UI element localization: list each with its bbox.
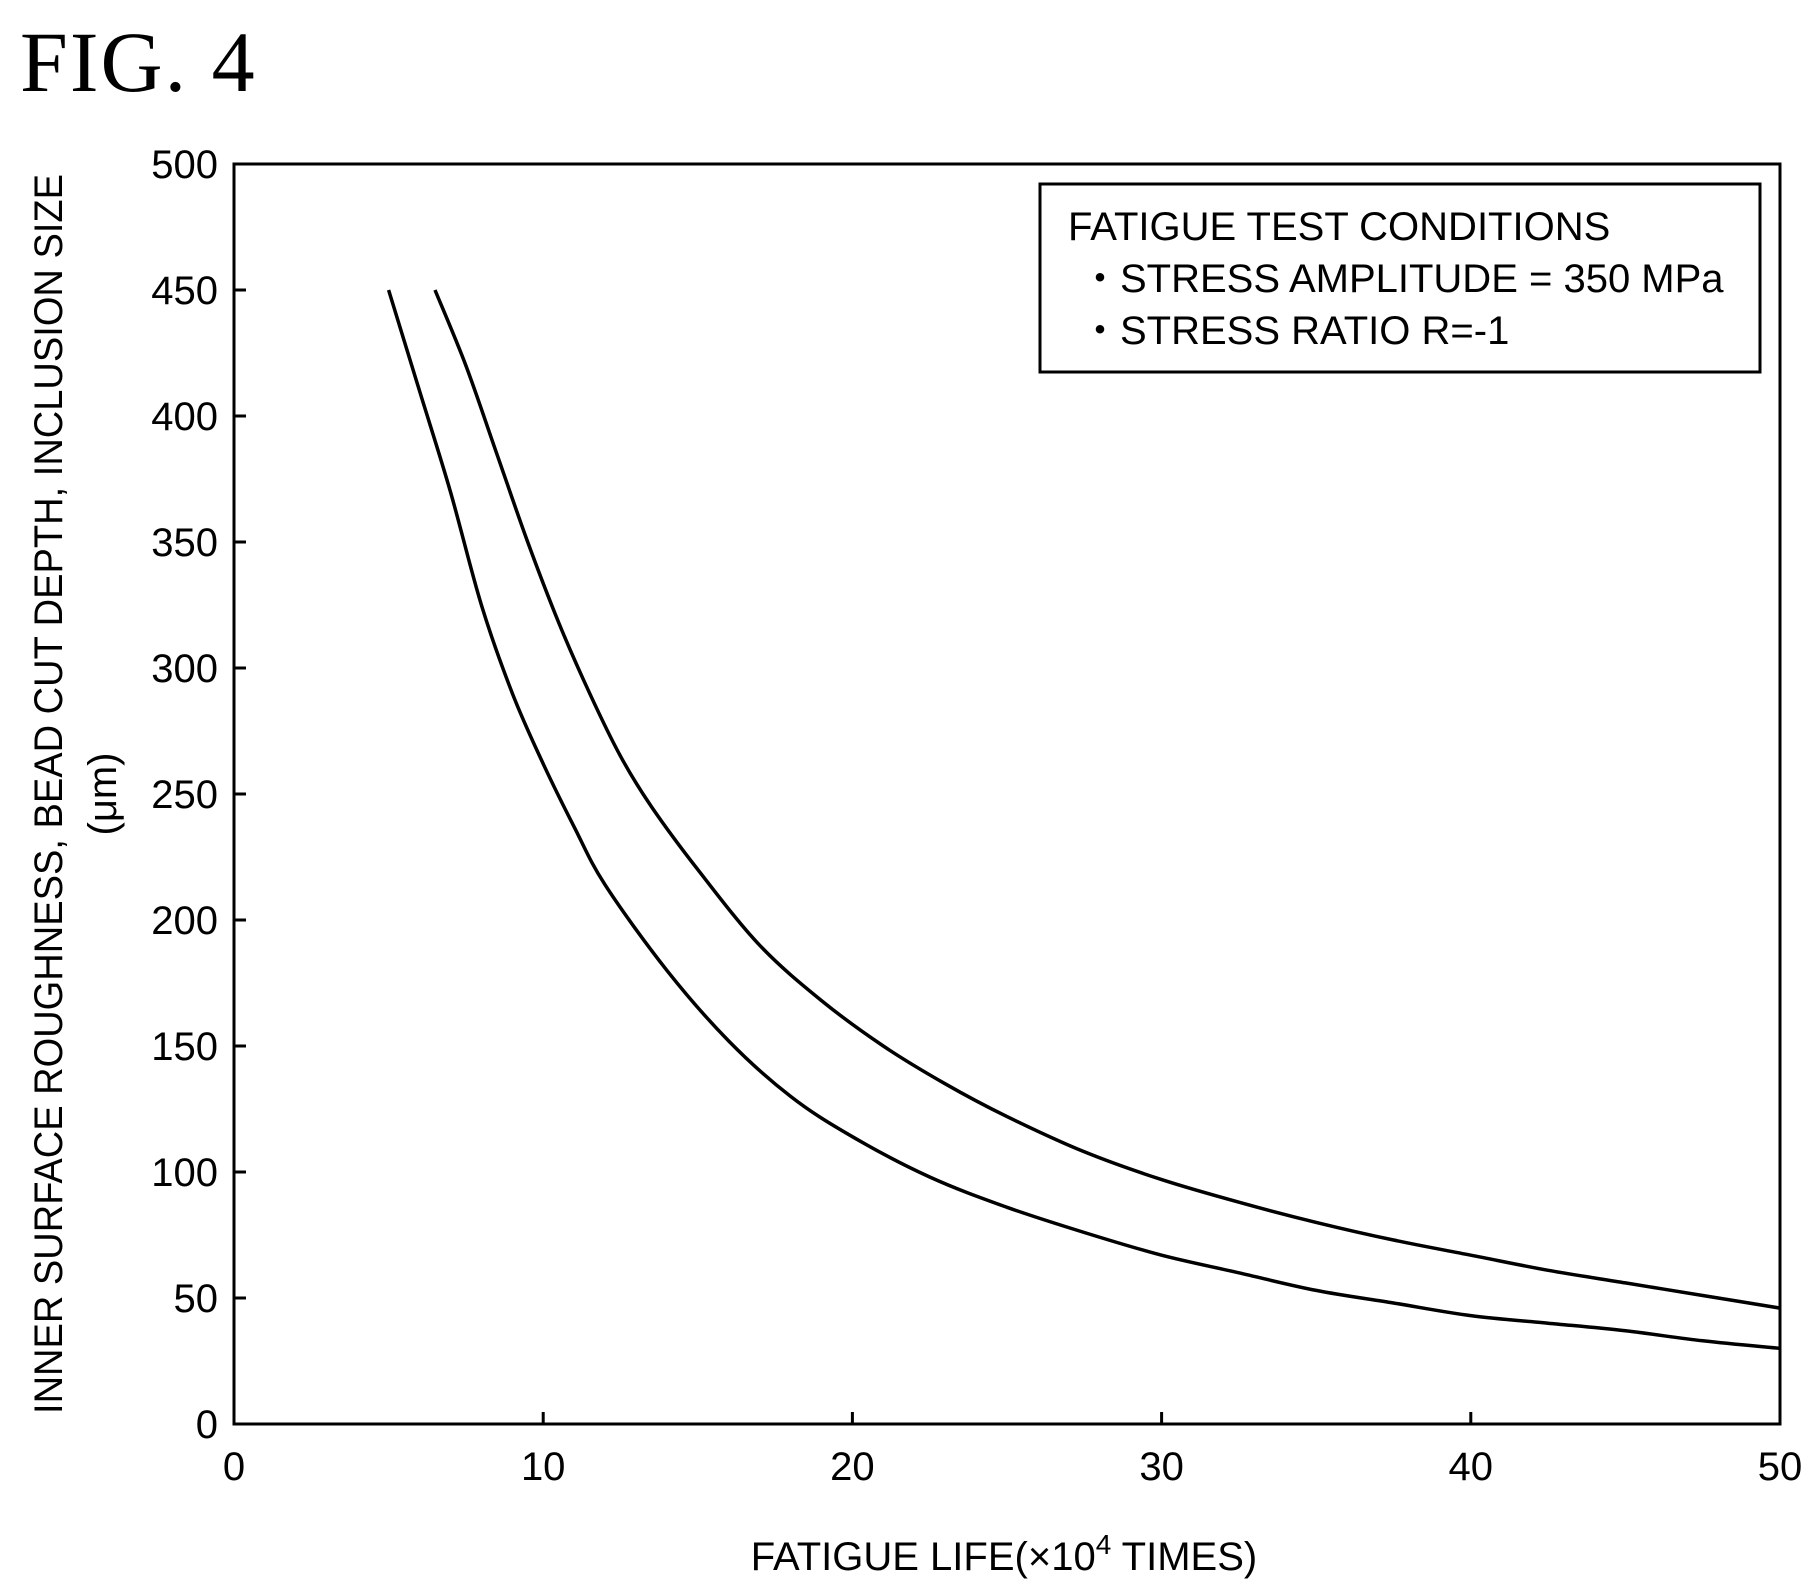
y-tick-label: 500 bbox=[151, 143, 218, 187]
x-tick-label: 30 bbox=[1139, 1445, 1184, 1489]
y-axis-title-line2: (μm) bbox=[81, 752, 125, 835]
x-axis-title-main: FATIGUE LIFE(×10 bbox=[751, 1535, 1096, 1579]
legend-box: FATIGUE TEST CONDITIONS ・STRESS AMPLITUD… bbox=[1038, 182, 1762, 374]
x-axis-title: FATIGUE LIFE(×104 TIMES) bbox=[751, 1529, 1257, 1579]
y-tick-label: 350 bbox=[151, 521, 218, 565]
x-axis: 0 10 20 30 40 50 bbox=[223, 1412, 1802, 1489]
curves bbox=[386, 289, 1781, 1351]
x-tick-label: 50 bbox=[1758, 1445, 1803, 1489]
legend-frame bbox=[1038, 182, 1762, 374]
legend-line-stress-amplitude: ・STRESS AMPLITUDE = 350 MPa bbox=[1080, 257, 1724, 301]
y-tick-label: 400 bbox=[151, 395, 218, 439]
y-tick-label: 0 bbox=[196, 1403, 218, 1447]
x-axis-title-tail: TIMES) bbox=[1111, 1535, 1257, 1579]
legend-line-stress-ratio: ・STRESS RATIO R=-1 bbox=[1080, 309, 1509, 353]
x-tick-label: 40 bbox=[1449, 1445, 1494, 1489]
y-tick-label: 250 bbox=[151, 773, 218, 817]
y-tick-label: 150 bbox=[151, 1025, 218, 1069]
x-tick-label: 10 bbox=[521, 1445, 566, 1489]
y-axis-title-line1: INNER SURFACE ROUGHNESS, BEAD CUT DEPTH,… bbox=[27, 174, 71, 1414]
curve-lower bbox=[386, 289, 1781, 1351]
x-tick-label: 20 bbox=[830, 1445, 875, 1489]
x-axis-title-superscript: 4 bbox=[1096, 1529, 1112, 1560]
curve-upper bbox=[433, 289, 1781, 1310]
legend-title: FATIGUE TEST CONDITIONS bbox=[1068, 205, 1610, 249]
y-axis: 0 50 100 150 200 250 300 350 400 450 500 bbox=[151, 143, 246, 1447]
y-tick-label: 450 bbox=[151, 269, 218, 313]
y-tick-label: 50 bbox=[174, 1277, 219, 1321]
x-tick-label: 0 bbox=[223, 1445, 245, 1489]
y-tick-label: 300 bbox=[151, 647, 218, 691]
figure-label: FIG. 4 bbox=[20, 14, 257, 110]
y-tick-label: 200 bbox=[151, 899, 218, 943]
y-tick-label: 100 bbox=[151, 1151, 218, 1195]
